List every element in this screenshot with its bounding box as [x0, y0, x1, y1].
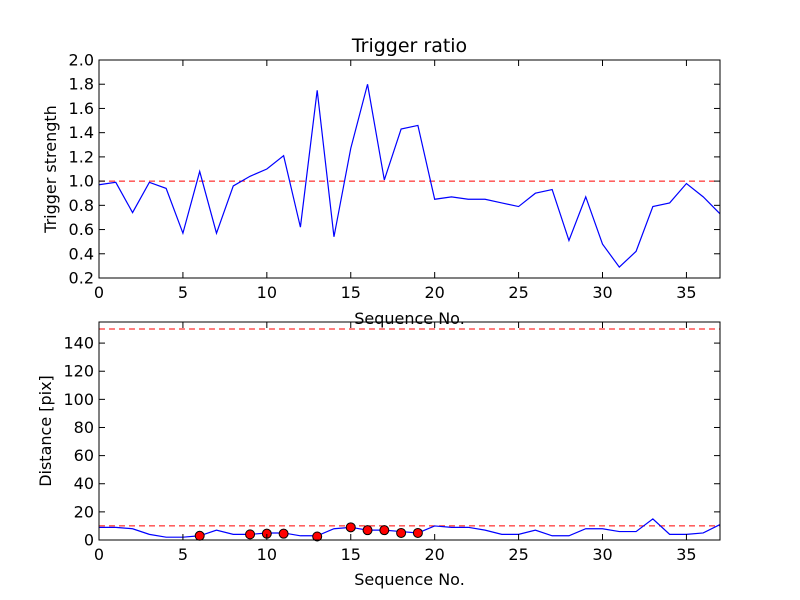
x-tick-label: 30 — [592, 545, 612, 564]
data-point-marker — [278, 528, 289, 539]
y-tick-label: 20 — [74, 502, 94, 521]
data-point-marker — [345, 522, 356, 533]
x-tick-label: 20 — [424, 283, 444, 302]
y-tick-label: 1.2 — [69, 147, 94, 166]
top-axis-ticks: 0 5 10 15 20 25 30 35 0.2 0.4 0.6 0.8 1.0 1.2 1.4 1.6 1.… — [69, 51, 720, 302]
bottom-x-axis-label: Sequence No. — [354, 570, 465, 589]
y-tick-label: 120 — [63, 362, 94, 381]
top-chart: Trigger ratio 0 5 10 15 20 25 30 35 0.2 0.4 0.6 0.8… — [41, 35, 721, 328]
x-tick-label: 0 — [94, 545, 104, 564]
y-tick-label: 2.0 — [69, 51, 94, 70]
top-x-axis-label: Sequence No. — [354, 309, 465, 328]
data-point-marker — [245, 529, 256, 540]
top-y-axis-label: Trigger strength — [41, 105, 60, 234]
x-tick-label: 10 — [257, 283, 277, 302]
bottom-chart: 0 5 10 15 20 25 30 35 0 20 40 60 80 100 120 140 Sequenc… — [36, 321, 721, 589]
bottom-y-axis-label: Distance [pix] — [36, 375, 55, 487]
data-point-marker — [412, 527, 423, 538]
x-tick-label: 35 — [676, 545, 696, 564]
data-point-marker — [379, 525, 390, 536]
x-tick-label: 20 — [424, 545, 444, 564]
x-tick-label: 15 — [341, 283, 361, 302]
y-tick-label: 80 — [74, 418, 94, 437]
x-tick-label: 5 — [178, 545, 188, 564]
y-tick-label: 60 — [74, 446, 94, 465]
data-point-marker — [362, 525, 373, 536]
series-line — [98, 84, 721, 269]
y-tick-label: 140 — [63, 334, 94, 353]
top-plot-data — [98, 84, 721, 269]
y-tick-label: 0 — [84, 531, 94, 550]
x-tick-label: 10 — [257, 545, 277, 564]
data-point-marker — [396, 527, 407, 538]
top-plot-frame — [98, 59, 721, 279]
x-tick-label: 15 — [341, 545, 361, 564]
bottom-plot-frame — [98, 321, 721, 541]
bottom-plot-data — [99, 328, 721, 542]
x-tick-label: 25 — [508, 283, 528, 302]
x-tick-label: 0 — [94, 283, 104, 302]
y-tick-label: 1.0 — [69, 172, 94, 191]
data-point-marker — [312, 531, 323, 542]
x-tick-label: 30 — [592, 283, 612, 302]
y-tick-label: 0.6 — [69, 220, 94, 239]
y-tick-label: 1.8 — [69, 75, 94, 94]
y-tick-label: 40 — [74, 474, 94, 493]
top-chart-title: Trigger ratio — [351, 35, 467, 57]
y-tick-label: 1.6 — [69, 99, 94, 118]
y-tick-label: 0.8 — [69, 196, 94, 215]
y-tick-label: 0.2 — [69, 269, 94, 288]
bottom-axis-ticks: 0 5 10 15 20 25 30 35 0 20 40 60 80 100 120 140 — [63, 322, 720, 564]
data-point-marker — [194, 530, 205, 541]
x-tick-label: 25 — [508, 545, 528, 564]
y-tick-label: 1.4 — [69, 123, 94, 142]
x-tick-label: 5 — [178, 283, 188, 302]
y-tick-label: 100 — [63, 390, 94, 409]
x-tick-label: 35 — [676, 283, 696, 302]
y-tick-label: 0.4 — [69, 244, 94, 263]
